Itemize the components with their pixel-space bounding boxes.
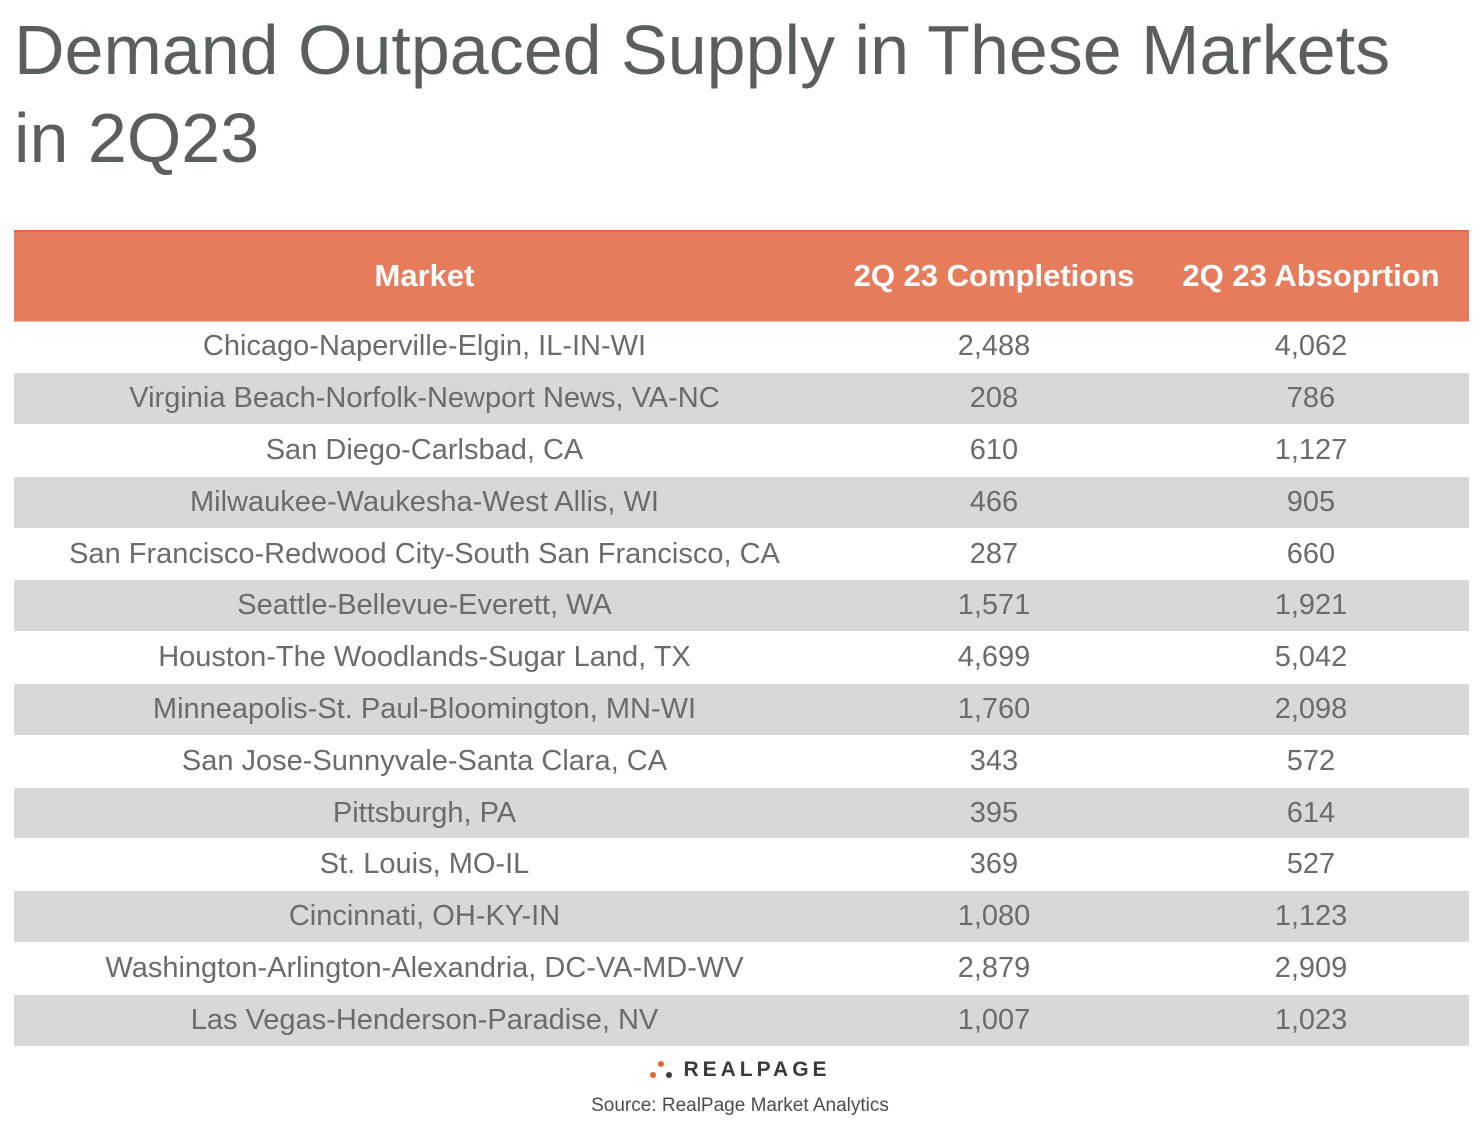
column-header-market: Market <box>14 230 835 322</box>
cell-completions: 1,571 <box>835 579 1153 633</box>
cell-absorption: 614 <box>1153 787 1469 840</box>
table-row: Minneapolis-St. Paul-Bloomington, MN-WI 1… <box>14 683 1469 736</box>
table-row: Washington-Arlington-Alexandria, DC-VA-M… <box>14 942 1469 995</box>
cell-absorption: 905 <box>1153 476 1469 529</box>
cell-absorption: 5,042 <box>1153 631 1469 685</box>
realpage-dots-icon <box>650 1061 673 1078</box>
table-row: Las Vegas-Henderson-Paradise, NV 1,007 1,0… <box>14 994 1469 1047</box>
table-body: Chicago-Naperville-Elgin, IL-IN-WI 2,488 4… <box>14 321 1469 1047</box>
cell-completions: 369 <box>835 838 1153 892</box>
cell-completions: 343 <box>835 735 1153 788</box>
table-row: San Diego-Carlsbad, CA 610 1,127 <box>14 424 1469 477</box>
table-row: Chicago-Naperville-Elgin, IL-IN-WI 2,488 4… <box>14 321 1469 374</box>
cell-absorption: 1,023 <box>1153 994 1469 1047</box>
cell-absorption: 2,909 <box>1153 942 1469 995</box>
cell-completions: 466 <box>835 476 1153 529</box>
realpage-logo: REALPAGE <box>649 1058 830 1082</box>
cell-absorption: 1,921 <box>1153 579 1469 633</box>
table-row: Milwaukee-Waukesha-West Allis, WI 466 905 <box>14 476 1469 529</box>
cell-market: San Diego-Carlsbad, CA <box>14 424 835 477</box>
cell-market: St. Louis, MO-IL <box>14 838 835 892</box>
cell-market: Las Vegas-Henderson-Paradise, NV <box>14 994 835 1047</box>
cell-completions: 4,699 <box>835 631 1153 685</box>
table-row: Houston-The Woodlands-Sugar Land, TX 4,69… <box>14 631 1469 685</box>
cell-absorption: 572 <box>1153 735 1469 788</box>
cell-market: Pittsburgh, PA <box>14 787 835 840</box>
page-title: Demand Outpaced Supply in These Markets … <box>14 11 1391 177</box>
cell-market: Virginia Beach-Norfolk-Newport News, VA-… <box>14 372 835 426</box>
table-row: Seattle-Bellevue-Everett, WA 1,571 1,921 <box>14 579 1469 633</box>
column-header-completions: 2Q 23 Completions <box>835 230 1153 322</box>
cell-completions: 395 <box>835 787 1153 840</box>
table-row: San Francisco-Redwood City-South San Fra… <box>14 528 1469 581</box>
cell-absorption: 4,062 <box>1153 321 1469 374</box>
cell-absorption: 527 <box>1153 838 1469 892</box>
table-row: Virginia Beach-Norfolk-Newport News, VA-… <box>14 372 1469 426</box>
table-row: Cincinnati, OH-KY-IN 1,080 1,123 <box>14 890 1469 944</box>
table-row: Pittsburgh, PA 395 614 <box>14 787 1469 840</box>
cell-completions: 287 <box>835 528 1153 581</box>
cell-market: Milwaukee-Waukesha-West Allis, WI <box>14 476 835 529</box>
cell-completions: 1,080 <box>835 890 1153 944</box>
cell-market: Washington-Arlington-Alexandria, DC-VA-M… <box>14 942 835 995</box>
cell-absorption: 660 <box>1153 528 1469 581</box>
cell-completions: 1,007 <box>835 994 1153 1047</box>
table-row: San Jose-Sunnyvale-Santa Clara, CA 343 572 <box>14 735 1469 788</box>
column-header-absorption: 2Q 23 Absoprtion <box>1153 230 1469 322</box>
cell-market: San Jose-Sunnyvale-Santa Clara, CA <box>14 735 835 788</box>
cell-absorption: 1,127 <box>1153 424 1469 477</box>
cell-completions: 1,760 <box>835 683 1153 736</box>
footer: REALPAGE Source: RealPage Market Analyti… <box>0 1058 1480 1117</box>
cell-completions: 2,879 <box>835 942 1153 995</box>
cell-completions: 208 <box>835 372 1153 426</box>
markets-table: Market 2Q 23 Completions 2Q 23 Absoprtio… <box>14 230 1469 1047</box>
table-row: St. Louis, MO-IL 369 527 <box>14 838 1469 892</box>
cell-completions: 610 <box>835 424 1153 477</box>
cell-market: Cincinnati, OH-KY-IN <box>14 890 835 944</box>
cell-market: Houston-The Woodlands-Sugar Land, TX <box>14 631 835 685</box>
cell-market: Chicago-Naperville-Elgin, IL-IN-WI <box>14 321 835 374</box>
cell-market: San Francisco-Redwood City-South San Fra… <box>14 528 835 581</box>
table-header-row: Market 2Q 23 Completions 2Q 23 Absoprtio… <box>14 230 1469 322</box>
cell-absorption: 786 <box>1153 372 1469 426</box>
cell-market: Seattle-Bellevue-Everett, WA <box>14 579 835 633</box>
cell-completions: 2,488 <box>835 321 1153 374</box>
source-note: Source: RealPage Market Analytics <box>591 1095 889 1116</box>
logo-text: REALPAGE <box>683 1058 831 1081</box>
cell-market: Minneapolis-St. Paul-Bloomington, MN-WI <box>14 683 835 736</box>
cell-absorption: 1,123 <box>1153 890 1469 944</box>
cell-absorption: 2,098 <box>1153 683 1469 736</box>
